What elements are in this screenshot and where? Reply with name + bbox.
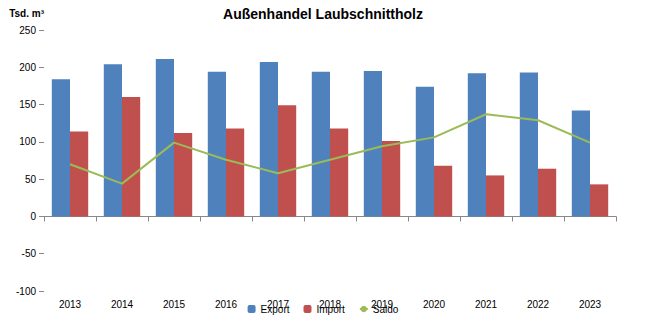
svg-text:2021: 2021 bbox=[475, 299, 498, 310]
svg-text:2020: 2020 bbox=[423, 299, 446, 310]
svg-text:250: 250 bbox=[19, 25, 36, 36]
svg-text:2023: 2023 bbox=[579, 299, 602, 310]
svg-text:150: 150 bbox=[19, 99, 36, 110]
svg-text:-100: -100 bbox=[16, 286, 36, 297]
svg-text:2014: 2014 bbox=[111, 299, 134, 310]
svg-text:2013: 2013 bbox=[59, 299, 82, 310]
svg-text:50: 50 bbox=[25, 174, 37, 185]
svg-text:Tsd. m³: Tsd. m³ bbox=[9, 8, 44, 19]
svg-text:Import: Import bbox=[316, 304, 345, 315]
svg-text:-50: -50 bbox=[22, 248, 37, 259]
svg-text:Außenhandel Laubschnittholz: Außenhandel Laubschnittholz bbox=[223, 6, 423, 22]
svg-text:100: 100 bbox=[19, 136, 36, 147]
svg-text:200: 200 bbox=[19, 62, 36, 73]
svg-text:Saldo: Saldo bbox=[373, 304, 399, 315]
svg-text:Export: Export bbox=[261, 304, 290, 315]
svg-text:2016: 2016 bbox=[215, 299, 238, 310]
svg-text:0: 0 bbox=[30, 211, 36, 222]
svg-text:2022: 2022 bbox=[527, 299, 550, 310]
svg-text:2015: 2015 bbox=[163, 299, 186, 310]
